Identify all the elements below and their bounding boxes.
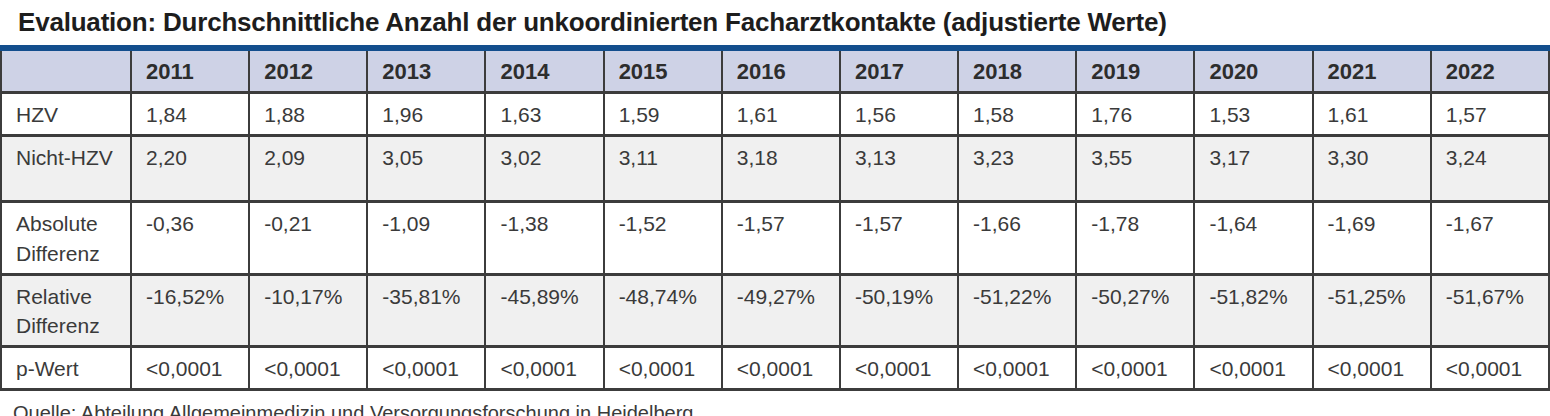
data-cell: 1,84 <box>131 93 249 136</box>
data-cell: -0,36 <box>131 202 249 275</box>
table-header: 2011201220132014201520162017201820192020… <box>1 48 1549 93</box>
data-cell: -48,74% <box>604 274 722 347</box>
data-cell: 3,02 <box>485 136 603 202</box>
data-cell: 3,23 <box>958 136 1076 202</box>
data-cell: -1,38 <box>485 202 603 275</box>
data-cell: <0,0001 <box>722 347 840 390</box>
year-header: 2016 <box>722 48 840 93</box>
data-cell: -1,66 <box>958 202 1076 275</box>
evaluation-table: 2011201220132014201520162017201820192020… <box>0 45 1550 391</box>
data-cell: -1,69 <box>1313 202 1431 275</box>
data-cell: <0,0001 <box>485 347 603 390</box>
data-cell: -1,67 <box>1431 202 1549 275</box>
data-cell: <0,0001 <box>1431 347 1549 390</box>
corner-cell <box>1 48 131 93</box>
year-header: 2021 <box>1313 48 1431 93</box>
row-label: HZV <box>1 93 131 136</box>
data-cell: -1,09 <box>367 202 485 275</box>
data-cell: 3,30 <box>1313 136 1431 202</box>
data-cell: 1,57 <box>1431 93 1549 136</box>
data-cell: 3,17 <box>1194 136 1312 202</box>
year-header: 2019 <box>1076 48 1194 93</box>
row-label: Nicht-HZV <box>1 136 131 202</box>
data-cell: <0,0001 <box>604 347 722 390</box>
data-cell: -45,89% <box>485 274 603 347</box>
data-cell: -51,22% <box>958 274 1076 347</box>
table-row: p-Wert<0,0001<0,0001<0,0001<0,0001<0,000… <box>1 347 1549 390</box>
data-cell: 1,53 <box>1194 93 1312 136</box>
year-header: 2022 <box>1431 48 1549 93</box>
data-cell: <0,0001 <box>1194 347 1312 390</box>
year-header: 2020 <box>1194 48 1312 93</box>
data-cell: -49,27% <box>722 274 840 347</box>
table-row: Relative Differenz-16,52%-10,17%-35,81%-… <box>1 274 1549 347</box>
year-header: 2018 <box>958 48 1076 93</box>
data-cell: <0,0001 <box>249 347 367 390</box>
year-header: 2017 <box>840 48 958 93</box>
data-cell: 2,20 <box>131 136 249 202</box>
data-cell: 3,55 <box>1076 136 1194 202</box>
data-cell: -51,25% <box>1313 274 1431 347</box>
data-cell: -1,57 <box>722 202 840 275</box>
year-header: 2014 <box>485 48 603 93</box>
data-cell: <0,0001 <box>1313 347 1431 390</box>
data-cell: -50,19% <box>840 274 958 347</box>
data-cell: 1,76 <box>1076 93 1194 136</box>
data-cell: 1,56 <box>840 93 958 136</box>
year-header: 2013 <box>367 48 485 93</box>
data-cell: <0,0001 <box>131 347 249 390</box>
data-cell: -35,81% <box>367 274 485 347</box>
row-label: Relative Differenz <box>1 274 131 347</box>
data-cell: 3,05 <box>367 136 485 202</box>
data-cell: 1,61 <box>722 93 840 136</box>
data-cell: 3,11 <box>604 136 722 202</box>
table-header-row: 2011201220132014201520162017201820192020… <box>1 48 1549 93</box>
evaluation-table-page: Evaluation: Durchschnittliche Anzahl der… <box>0 0 1550 416</box>
data-cell: -51,82% <box>1194 274 1312 347</box>
data-cell: 1,59 <box>604 93 722 136</box>
year-header: 2012 <box>249 48 367 93</box>
data-cell: -51,67% <box>1431 274 1549 347</box>
data-cell: 2,09 <box>249 136 367 202</box>
table-row: Nicht-HZV2,202,093,053,023,113,183,133,2… <box>1 136 1549 202</box>
year-header: 2011 <box>131 48 249 93</box>
data-cell: -0,21 <box>249 202 367 275</box>
table-body: HZV1,841,881,961,631,591,611,561,581,761… <box>1 93 1549 390</box>
data-cell: <0,0001 <box>367 347 485 390</box>
table-row: Absolute Differenz-0,36-0,21-1,09-1,38-1… <box>1 202 1549 275</box>
page-title: Evaluation: Durchschnittliche Anzahl der… <box>0 0 1550 43</box>
data-cell: 1,96 <box>367 93 485 136</box>
row-label: Absolute Differenz <box>1 202 131 275</box>
data-cell: <0,0001 <box>958 347 1076 390</box>
data-cell: 1,61 <box>1313 93 1431 136</box>
source-caption: Quelle: Abteilung Allgemeinmedizin und V… <box>0 391 1550 416</box>
table-row: HZV1,841,881,961,631,591,611,561,581,761… <box>1 93 1549 136</box>
data-cell: 1,88 <box>249 93 367 136</box>
data-cell: 3,18 <box>722 136 840 202</box>
data-cell: -1,52 <box>604 202 722 275</box>
data-cell: <0,0001 <box>840 347 958 390</box>
data-cell: -16,52% <box>131 274 249 347</box>
data-cell: 1,63 <box>485 93 603 136</box>
data-cell: 3,24 <box>1431 136 1549 202</box>
row-label: p-Wert <box>1 347 131 390</box>
data-cell: -50,27% <box>1076 274 1194 347</box>
data-cell: -1,78 <box>1076 202 1194 275</box>
data-cell: 3,13 <box>840 136 958 202</box>
year-header: 2015 <box>604 48 722 93</box>
data-cell: 1,58 <box>958 93 1076 136</box>
data-cell: -1,57 <box>840 202 958 275</box>
data-cell: -10,17% <box>249 274 367 347</box>
data-cell: <0,0001 <box>1076 347 1194 390</box>
data-cell: -1,64 <box>1194 202 1312 275</box>
